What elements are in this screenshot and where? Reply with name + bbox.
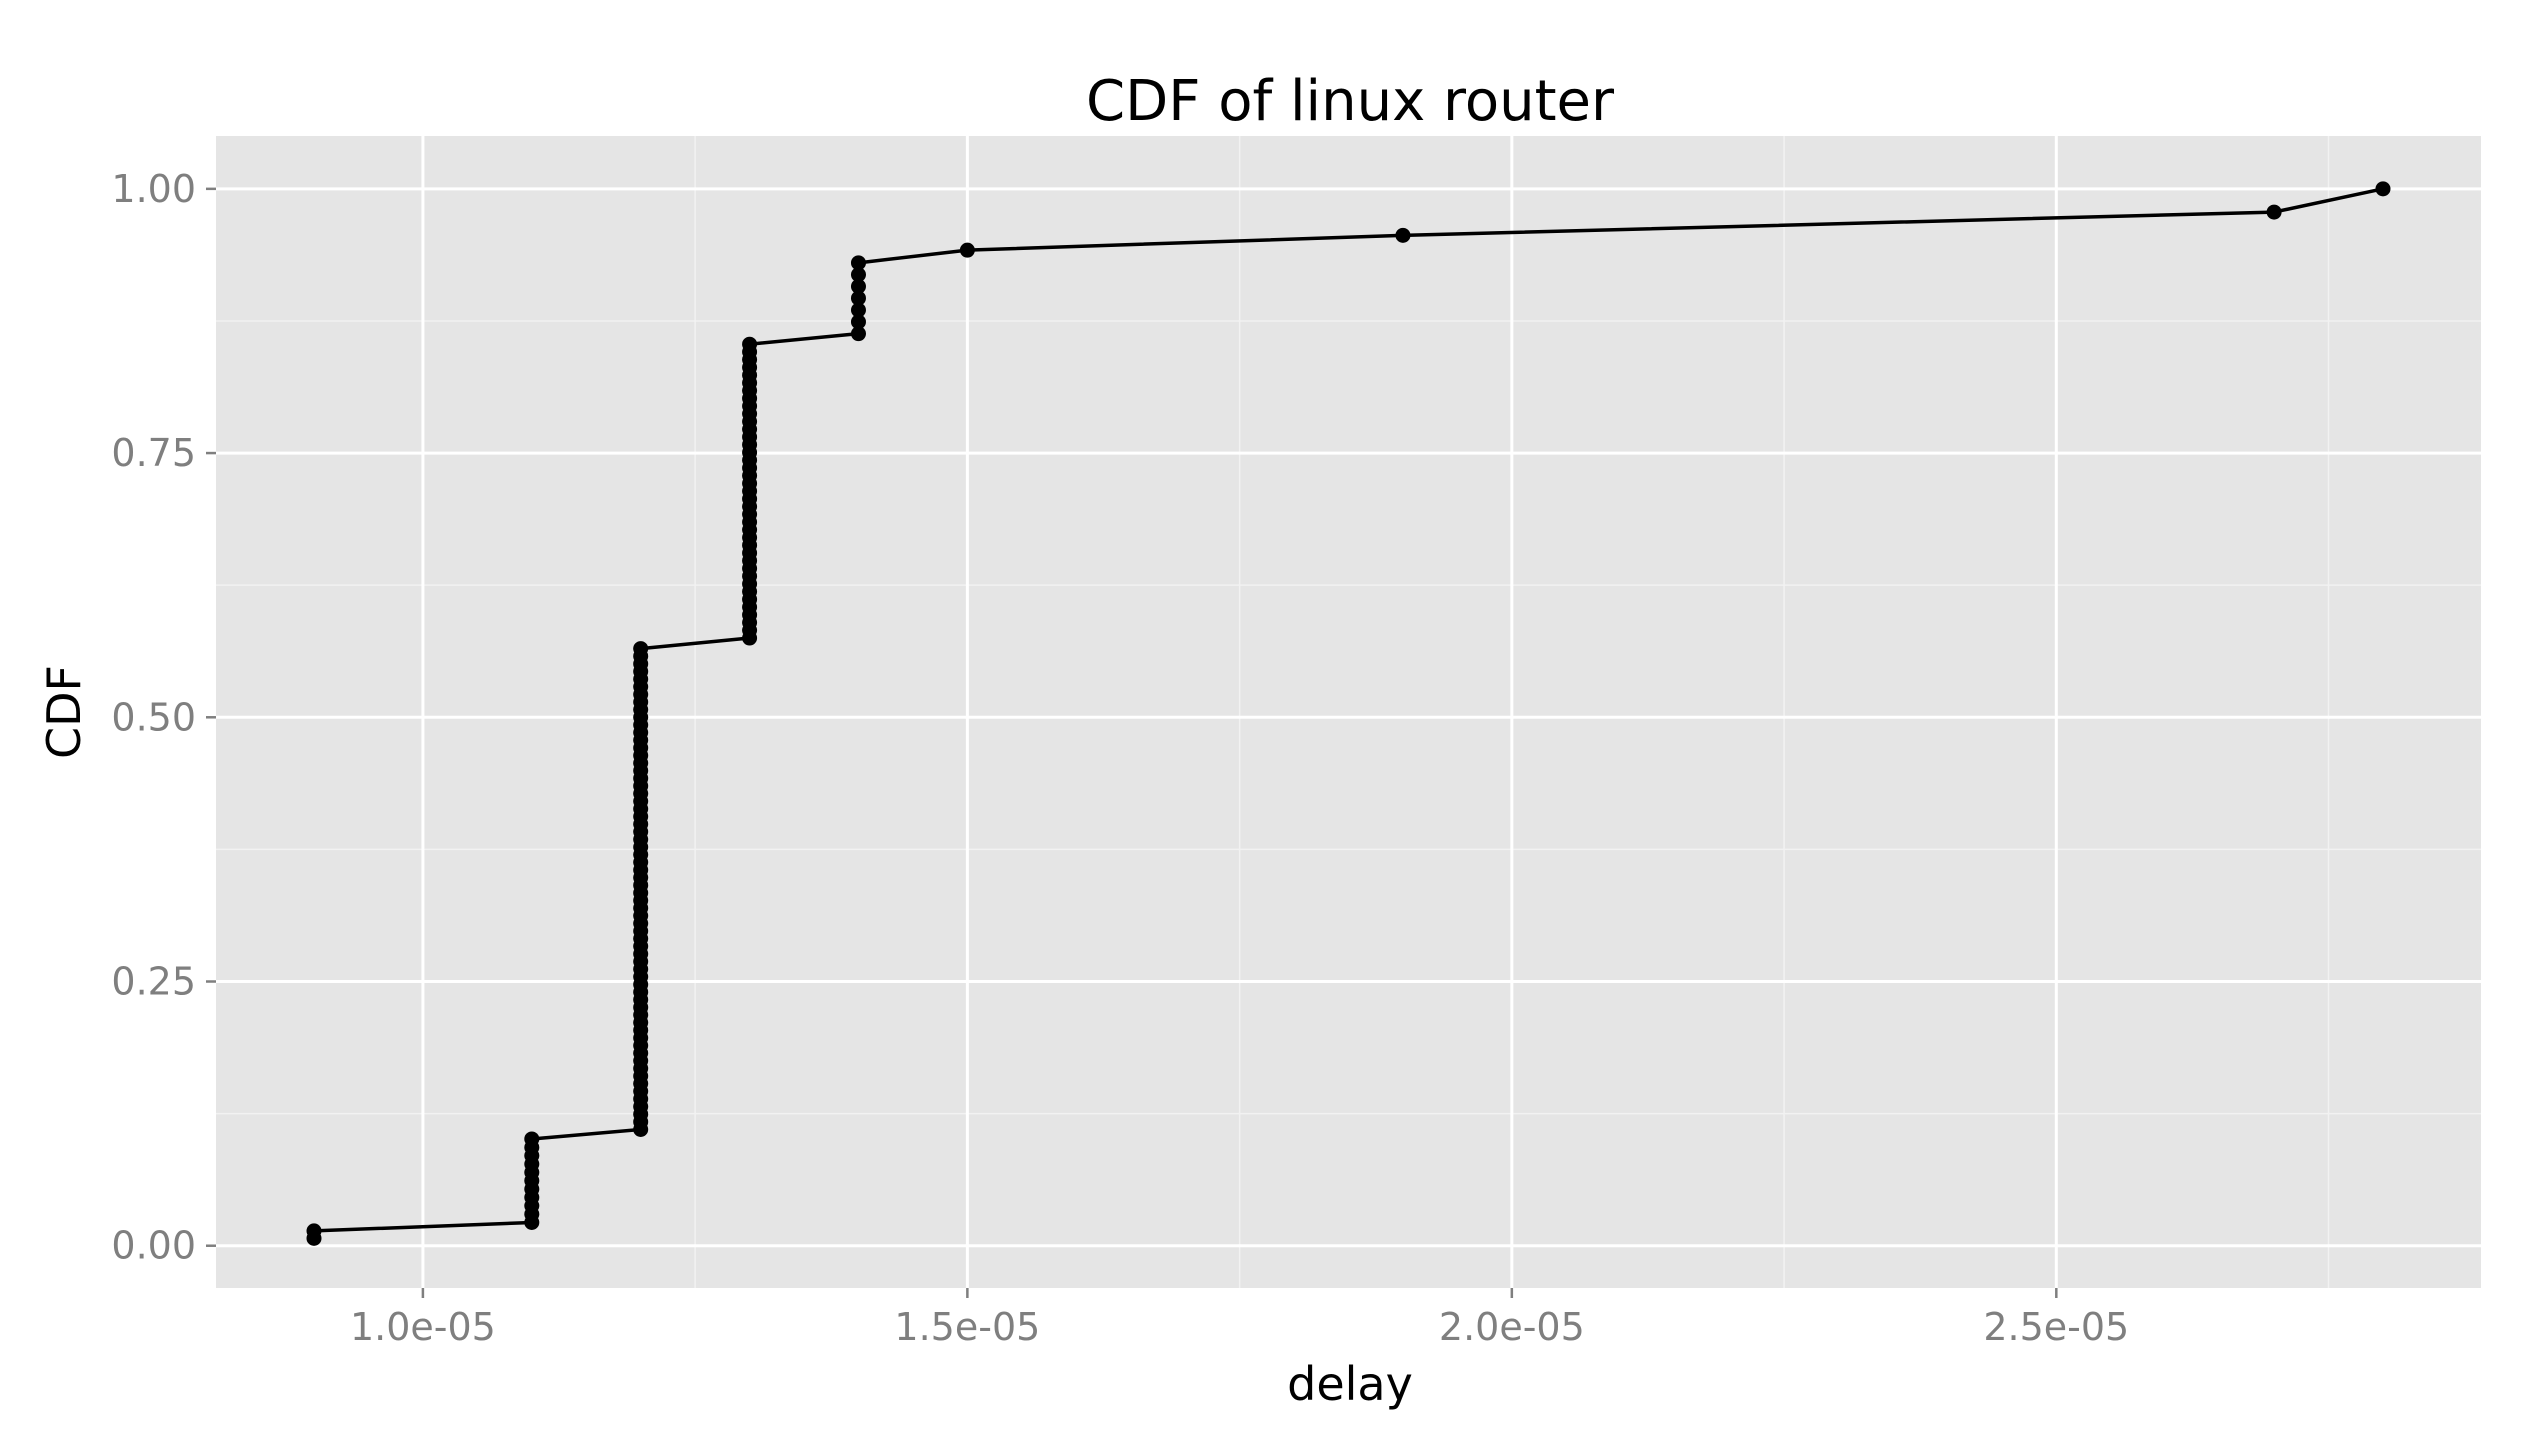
x-tick-label: 1.5e-05 <box>894 1305 1040 1349</box>
cdf-point <box>306 1223 322 1239</box>
cdf-point <box>2266 204 2282 220</box>
cdf-point <box>850 302 866 318</box>
x-axis: 1.0e-05 1.5e-05 2.0e-05 2.5e-05 <box>350 1288 2129 1349</box>
cdf-point <box>850 314 866 330</box>
y-tick-label: 0.25 <box>111 960 196 1004</box>
chart-title: CDF of linux router <box>1086 69 1615 134</box>
cdf-point <box>850 290 866 306</box>
plot-panel <box>216 136 2481 1288</box>
y-tick-label: 1.00 <box>111 167 196 211</box>
y-tick-label: 0.50 <box>111 695 196 739</box>
major-gridlines <box>216 136 2481 1288</box>
cdf-point <box>633 641 649 657</box>
minor-gridlines <box>216 136 2481 1288</box>
cdf-point <box>1395 227 1411 243</box>
cdf-point <box>524 1131 540 1147</box>
x-tick-label: 2.5e-05 <box>1983 1305 2129 1349</box>
cdf-point <box>850 278 866 294</box>
cdf-point <box>850 326 866 342</box>
cdf-point <box>850 267 866 283</box>
x-tick-label: 2.0e-05 <box>1439 1305 1585 1349</box>
panel-background <box>216 136 2481 1288</box>
y-axis-title: CDF <box>37 665 91 759</box>
y-tick-label: 0.00 <box>111 1224 196 1268</box>
cdf-point <box>959 242 975 258</box>
cdf-point <box>850 255 866 271</box>
cdf-point <box>2375 181 2391 197</box>
cdf-point <box>742 336 758 352</box>
x-axis-title: delay <box>1287 1357 1413 1411</box>
cdf-points <box>306 181 2391 1246</box>
x-tick-label: 1.0e-05 <box>350 1305 496 1349</box>
y-tick-label: 0.75 <box>111 431 196 475</box>
y-axis: 0.00 0.25 0.50 0.75 1.00 <box>111 167 216 1268</box>
